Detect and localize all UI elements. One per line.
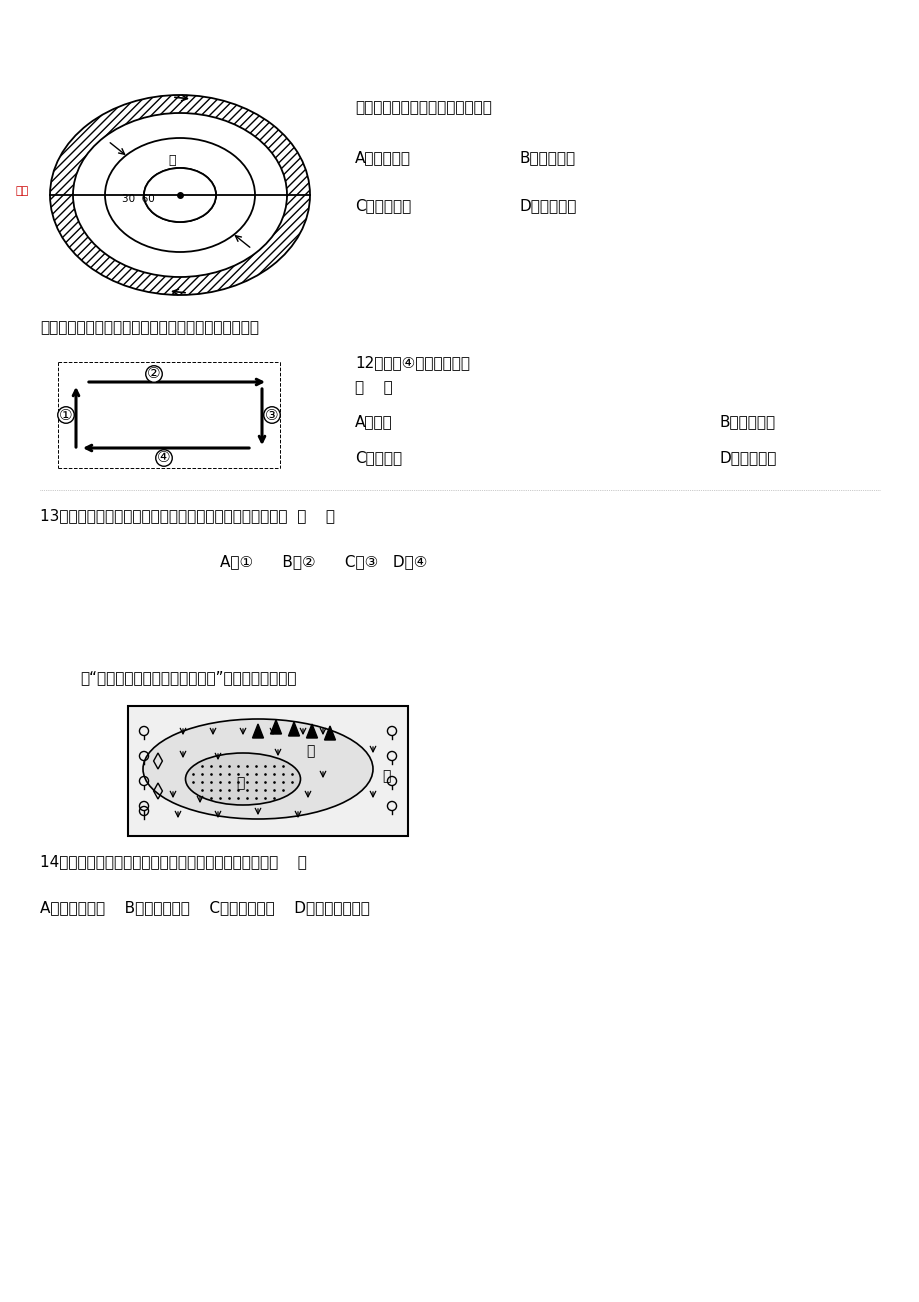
Text: D．低温干燥: D．低温干燥 <box>519 198 577 214</box>
Text: 下图表示海陆间水循环的模式图，读图回答下列各题。: 下图表示海陆间水循环的模式图，读图回答下列各题。 <box>40 320 259 336</box>
Ellipse shape <box>105 138 255 253</box>
Ellipse shape <box>73 113 287 277</box>
Ellipse shape <box>142 719 372 819</box>
Ellipse shape <box>117 147 243 243</box>
Polygon shape <box>270 720 281 734</box>
Polygon shape <box>324 727 335 740</box>
Text: A．蜗发: A．蜗发 <box>355 414 392 430</box>
Ellipse shape <box>85 122 275 268</box>
Text: 12．图中④代表的水循环: 12．图中④代表的水循环 <box>355 355 470 371</box>
Ellipse shape <box>186 753 301 805</box>
Text: A．经度地带性    B．纬度地带性    C．垂直地带性    D．由低纬向高纬: A．经度地带性 B．纬度地带性 C．垂直地带性 D．由低纬向高纬 <box>40 901 369 915</box>
Text: D．径流输送: D．径流输送 <box>720 450 777 466</box>
Text: 乙: 乙 <box>305 743 314 758</box>
Text: B．水汽输送: B．水汽输送 <box>720 414 776 430</box>
Polygon shape <box>306 724 317 738</box>
Text: 30  60: 30 60 <box>121 194 154 204</box>
Text: 13．目前人类可以在某些地区某些时候施加一定影响的环节  （    ）: 13．目前人类可以在某些地区某些时候施加一定影响的环节 （ ） <box>40 509 335 523</box>
Text: 14．图中甲、乙、丙自然带分布呈现的地域分异规律是（    ）: 14．图中甲、乙、丙自然带分布呈现的地域分异规律是（ ） <box>40 854 307 870</box>
Text: （    ）: （ ） <box>355 380 392 396</box>
Text: 读“中纬度地区自然带分布示意图”，回答以下各题。: 读“中纬度地区自然带分布示意图”，回答以下各题。 <box>80 671 296 685</box>
Polygon shape <box>252 724 263 738</box>
Text: ③: ③ <box>265 408 278 423</box>
Text: A．高温多雨: A．高温多雨 <box>355 151 411 165</box>
Ellipse shape <box>144 168 216 223</box>
Text: A．①      B．②      C．③   D．④: A．① B．② C．③ D．④ <box>220 555 427 569</box>
Text: C．大气水: C．大气水 <box>355 450 402 466</box>
Text: 丙: 丙 <box>235 776 244 790</box>
Polygon shape <box>289 723 300 736</box>
Text: ④: ④ <box>157 450 171 466</box>
Text: C．炎热干燥: C．炎热干燥 <box>355 198 411 214</box>
Text: ①: ① <box>59 408 73 423</box>
Text: B．温和多雨: B．温和多雨 <box>519 151 575 165</box>
Text: 赤道: 赤道 <box>16 186 28 197</box>
Ellipse shape <box>144 168 216 223</box>
Text: 此季节，地中海沿岸的气候特征是: 此季节，地中海沿岸的气候特征是 <box>355 100 492 116</box>
Text: ②: ② <box>147 366 161 381</box>
Text: 甲: 甲 <box>168 154 176 167</box>
Text: 甲: 甲 <box>381 769 390 783</box>
Ellipse shape <box>50 95 310 296</box>
Bar <box>128 706 407 836</box>
